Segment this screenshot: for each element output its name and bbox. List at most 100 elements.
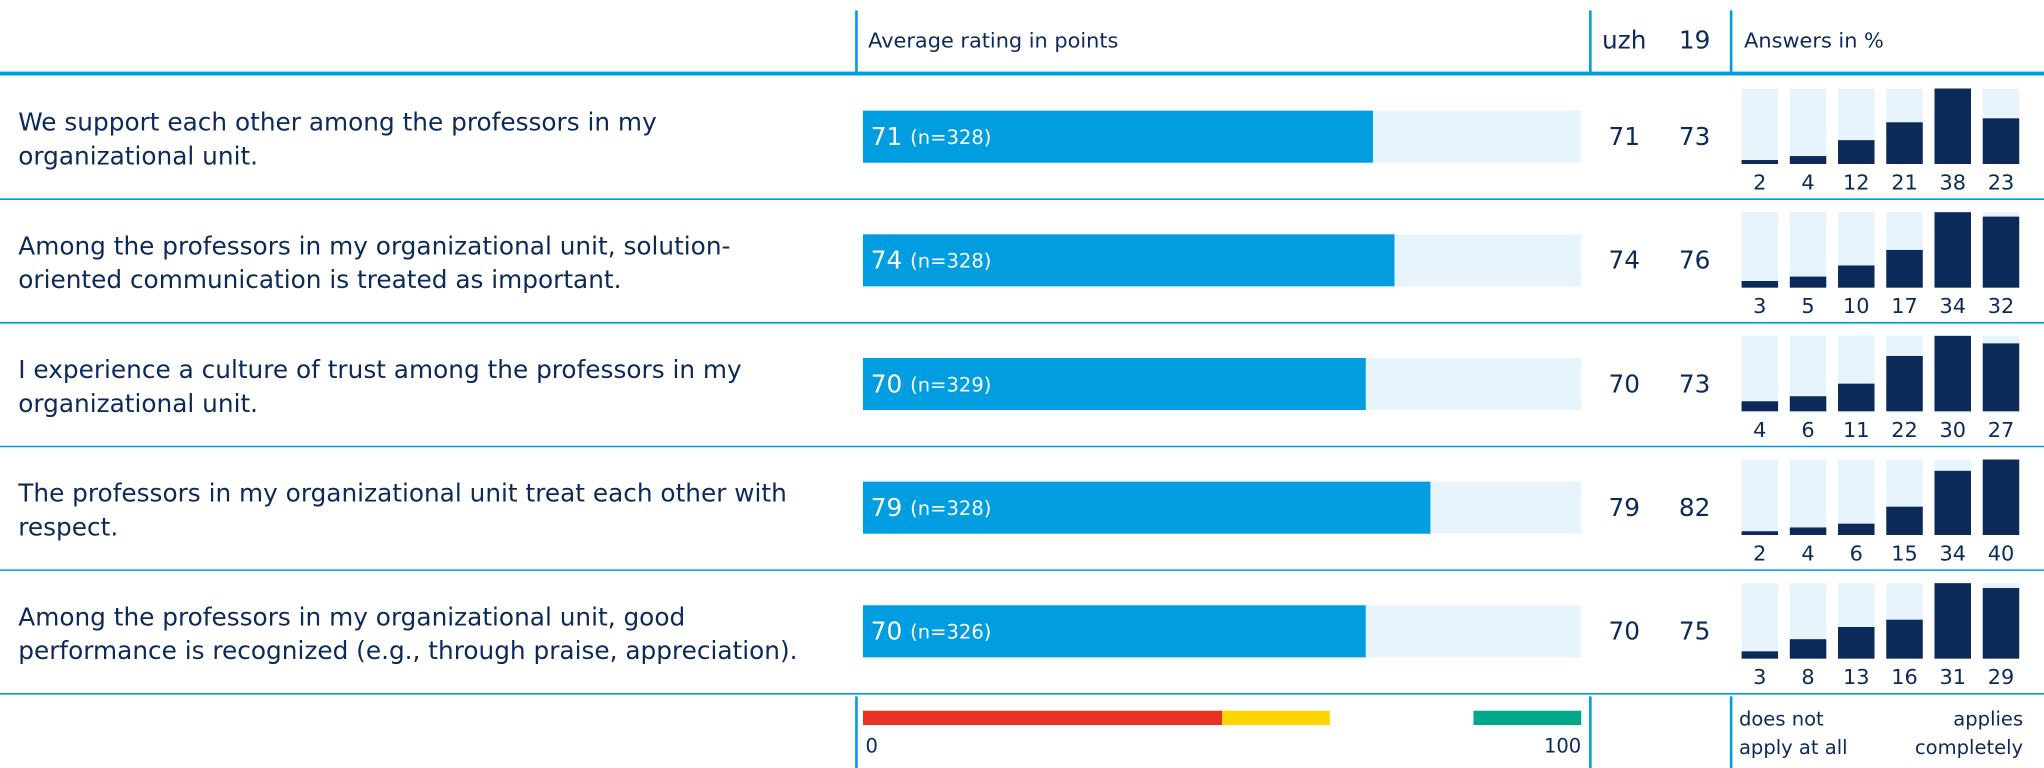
answer-bar [1789, 156, 1827, 165]
statement: The professors in my organizational unit… [17, 479, 787, 508]
answer-label: 32 [1988, 294, 2015, 318]
answer-bar [1789, 527, 1827, 535]
statement: Among the professors in my organizationa… [18, 231, 730, 260]
answer-label: 31 [1939, 665, 1966, 689]
average-value: 70 [871, 369, 903, 398]
y19-value: 75 [1679, 617, 1711, 646]
answer-label: 21 [1891, 171, 1918, 195]
statement: organizational unit. [18, 142, 258, 171]
scale-band [1473, 710, 1582, 726]
n-label: (n=328) [910, 125, 991, 148]
answer-label: 3 [1753, 665, 1766, 689]
answer-bar [1886, 249, 1923, 288]
answer-bar [1789, 276, 1827, 288]
answer-label: 40 [1988, 542, 2015, 566]
answer-bar [1934, 335, 1971, 412]
statement: Among the professors in my organizationa… [18, 602, 685, 631]
n-label: (n=329) [910, 373, 991, 396]
answer-label: 4 [1753, 418, 1766, 442]
answer-label: 2 [1753, 171, 1766, 195]
answer-label: 4 [1801, 542, 1814, 566]
average-bar [862, 481, 1431, 534]
answer-bar [1982, 588, 2020, 659]
uzh-value: 71 [1608, 122, 1640, 151]
answer-bar [1838, 383, 1875, 412]
scale-max: 100 [1544, 735, 1581, 758]
average-value: 79 [871, 493, 903, 522]
answer-bar [1789, 396, 1827, 412]
answer-label: 22 [1891, 418, 1918, 442]
average-bar [862, 110, 1373, 163]
statement: organizational unit. [18, 389, 258, 418]
n-label: (n=328) [910, 249, 991, 272]
scale-band [862, 710, 1223, 726]
legend-low: apply at all [1739, 736, 1848, 759]
header-rule [0, 71, 2044, 76]
answer-bar [1982, 216, 2020, 288]
answer-bg [1741, 212, 1779, 288]
y19-value: 73 [1679, 369, 1711, 398]
answer-bar [1741, 531, 1779, 535]
uzh-value: 70 [1608, 369, 1640, 398]
average-label: 74 (n=328) [871, 246, 992, 275]
y19-value: 76 [1679, 246, 1711, 275]
answer-bar [1838, 140, 1875, 165]
answer-bg [1789, 459, 1827, 535]
answer-bar [1982, 343, 2020, 412]
uzh-value: 79 [1608, 493, 1640, 522]
answer-bar [1886, 355, 1923, 412]
answer-bar [1886, 506, 1923, 535]
statement: oriented communication is treated as imp… [18, 265, 621, 294]
answer-bar [1741, 281, 1779, 288]
average-label: 79 (n=328) [871, 493, 992, 522]
legend-high: applies [1953, 707, 2023, 730]
answer-label: 11 [1843, 418, 1870, 442]
answer-label: 4 [1801, 171, 1814, 195]
answer-bar [1934, 88, 1971, 165]
answer-bg [1789, 88, 1827, 165]
answer-bg [1741, 459, 1779, 535]
answer-bar [1838, 265, 1875, 288]
statement: I experience a culture of trust among th… [18, 355, 741, 384]
answer-label: 6 [1850, 542, 1863, 566]
answer-bar [1741, 651, 1779, 659]
header-uzh: uzh [1602, 26, 1646, 55]
average-bar [862, 357, 1366, 411]
statement: respect. [18, 512, 118, 541]
n-label: (n=326) [910, 620, 991, 643]
answer-label: 34 [1939, 542, 1966, 566]
answer-label: 10 [1843, 294, 1870, 318]
uzh-value: 70 [1608, 617, 1640, 646]
answer-bg [1789, 212, 1827, 288]
header-19: 19 [1679, 26, 1711, 55]
scale-band [1222, 710, 1330, 726]
header-average: Average rating in points [868, 29, 1118, 53]
answer-label: 6 [1801, 418, 1814, 442]
legend-high: completely [1915, 736, 2023, 759]
answer-label: 34 [1939, 294, 1966, 318]
answer-bg [1838, 459, 1875, 535]
answer-bg [1741, 583, 1779, 659]
average-label: 70 (n=326) [871, 617, 992, 646]
answer-label: 27 [1988, 418, 2015, 442]
scale-min: 0 [866, 735, 878, 758]
answer-bar [1789, 639, 1827, 659]
average-value: 71 [871, 122, 903, 151]
answer-label: 3 [1753, 294, 1766, 318]
average-value: 74 [871, 246, 903, 275]
header-answers: Answers in % [1744, 29, 1884, 53]
answer-bar [1982, 118, 2020, 165]
answer-bar [1934, 212, 1971, 288]
statement: performance is recognized (e.g., through… [18, 636, 797, 665]
answer-bg [1741, 335, 1779, 412]
answer-bar [1982, 459, 2020, 535]
average-value: 70 [871, 617, 903, 646]
answer-label: 5 [1801, 294, 1814, 318]
average-bar [862, 605, 1366, 658]
legend-low: does not [1739, 707, 1824, 730]
n-label: (n=328) [910, 496, 991, 519]
answer-bar [1838, 626, 1875, 659]
answer-label: 16 [1891, 665, 1918, 689]
